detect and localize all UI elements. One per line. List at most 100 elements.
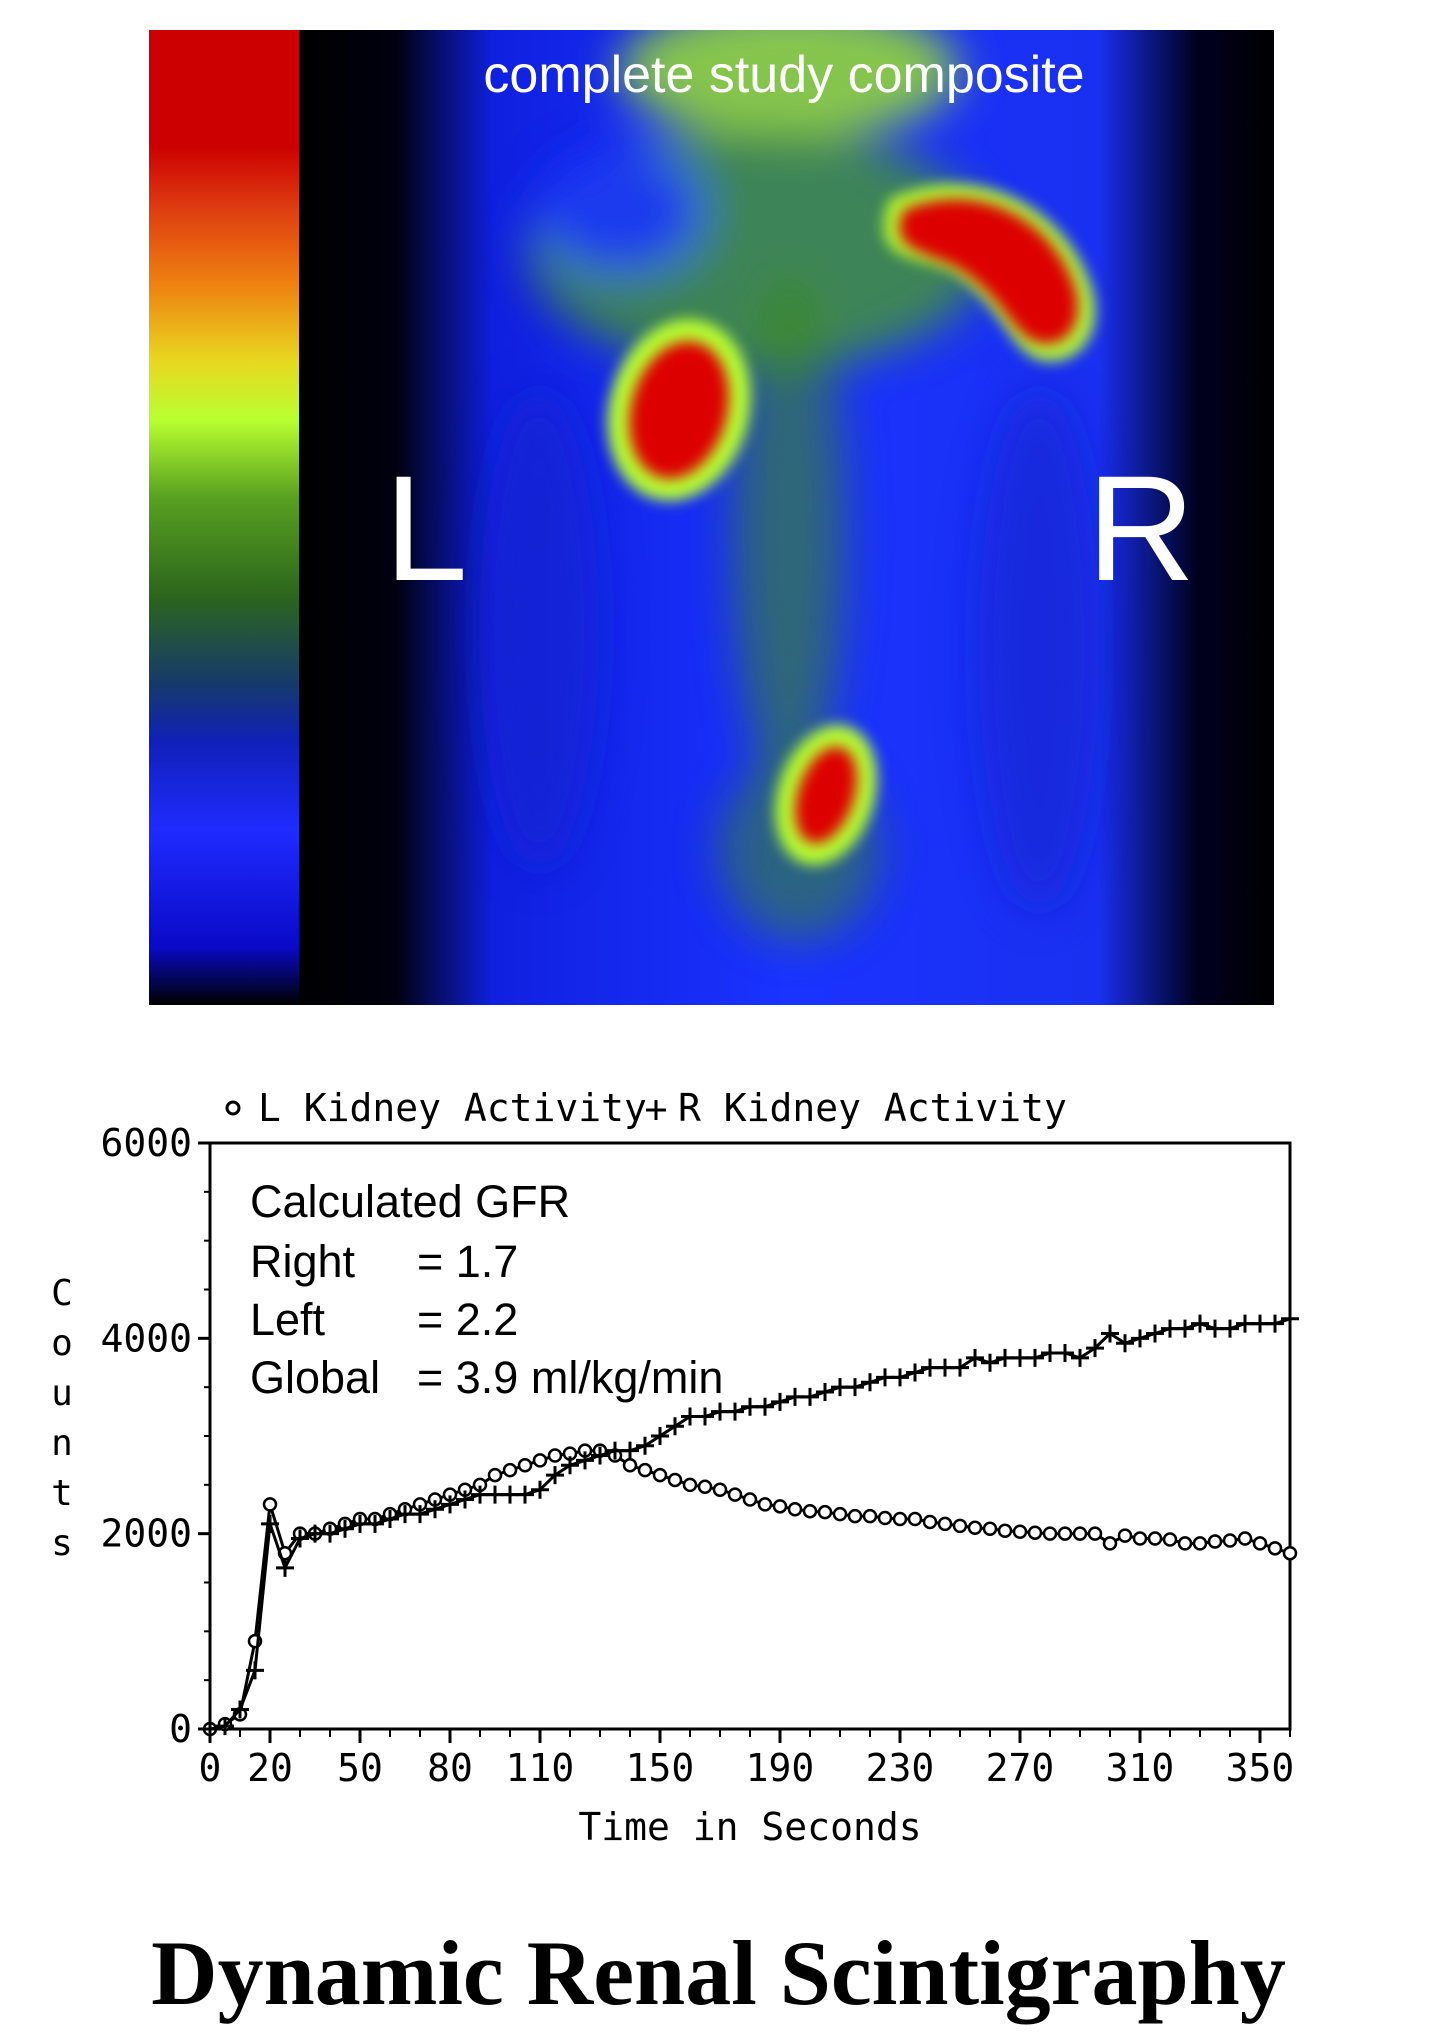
plot-area-frame [208,1141,1292,1731]
data-point-plus [756,1397,774,1416]
data-point-circle [817,1504,833,1520]
data-point-plus [891,1368,909,1387]
data-point-plus [561,1456,579,1475]
data-point-circle [1102,1536,1118,1551]
data-point-plus [816,1383,834,1402]
data-point-plus [906,1363,924,1382]
data-point-circle [847,1508,863,1524]
data-point-circle [1222,1533,1238,1548]
gfr-global-value: = 3.9 ml/kg/min [417,1352,723,1403]
renogram-chart: L Kidney Activity R Kidney Activity 0 20 0… [51,1086,1299,1849]
data-point-circle [532,1453,548,1468]
data-point-circle [772,1499,788,1514]
legend-label-l-kidney: L Kidney Activity [258,1086,647,1130]
data-point-plus [441,1495,459,1514]
data-point-circle [1237,1531,1253,1546]
data-point-circle [517,1458,533,1473]
data-point-circle [1147,1531,1163,1546]
data-point-circle [892,1511,908,1527]
data-point-plus [591,1446,609,1465]
x-tick-label: 0 [199,1746,222,1790]
data-point-circle [1252,1536,1268,1551]
data-point-circle [547,1448,563,1463]
legend-label-r-kidney: R Kidney Activity [678,1086,1067,1130]
data-point-plus [1221,1319,1239,1338]
data-point-plus [291,1529,309,1548]
data-point-plus [201,1720,219,1738]
gfr-left-value: = 2.2 [417,1294,518,1345]
data-point-plus [696,1407,714,1426]
data-point-plus [1026,1348,1044,1367]
data-point-plus [861,1373,879,1392]
data-point-plus [726,1402,744,1421]
data-point-circle [832,1506,848,1522]
data-point-circle [1117,1528,1133,1543]
data-point-circle [922,1514,938,1530]
y-axis-label-char: t [51,1473,73,1514]
data-point-plus [1281,1309,1299,1328]
data-point-plus [1266,1314,1284,1333]
data-point-circle [907,1511,923,1527]
data-point-plus [366,1514,384,1533]
data-point-plus [666,1417,684,1436]
data-point-circle [802,1503,818,1519]
y-axis-label-char: o [51,1323,73,1364]
data-point-plus [381,1510,399,1529]
data-point-plus [516,1485,534,1504]
data-point-circle [1192,1536,1208,1551]
data-point-circle [1282,1545,1298,1561]
data-point-plus [651,1427,669,1445]
data-point-plus [276,1558,294,1577]
data-point-plus [546,1466,564,1485]
chart-legend: L Kidney Activity R Kidney Activity [225,1086,1067,1130]
data-point-plus [981,1353,999,1372]
x-tick-label: 310 [1106,1746,1175,1790]
data-point-circle [997,1523,1013,1538]
data-point-plus [336,1519,354,1538]
gfr-right-value: = 1.7 [417,1236,518,1287]
data-point-plus [216,1717,234,1736]
data-point-circle [727,1487,743,1502]
data-point-circle [1207,1534,1223,1549]
y-tick-label: 0 [169,1707,192,1751]
data-point-circle [502,1462,518,1478]
gfr-annotation: Calculated GFR Right = 1.7 Left = 2.2 Gl… [250,1176,723,1403]
data-point-plus [966,1348,984,1367]
data-point-circle [1267,1541,1283,1556]
kidney-cores [629,199,1078,844]
data-point-circle [622,1458,638,1473]
data-point-plus [1116,1334,1134,1353]
series-l-kidney [202,1443,1298,1737]
y-axis-label-char: n [51,1423,73,1464]
data-point-plus [621,1441,639,1460]
data-point-circle [1057,1526,1073,1541]
data-point-circle [862,1508,878,1524]
y-axis-label-char: C [51,1273,73,1314]
data-point-plus [1146,1324,1164,1343]
data-point-circle [1012,1524,1028,1539]
gfr-heading: Calculated GFR [250,1176,570,1227]
data-point-plus [951,1358,969,1377]
data-point-circle [757,1497,773,1512]
x-tick-label: 20 [247,1746,293,1790]
data-point-plus [636,1436,654,1455]
data-point-plus [411,1505,429,1524]
data-point-circle [937,1516,953,1532]
y-tick-label: 4000 [100,1316,192,1360]
data-point-circle [1027,1525,1043,1540]
page-title: Dynamic Renal Scintigraphy [151,1922,1286,2024]
data-point-circle [952,1518,968,1534]
x-tick-label: 80 [427,1746,473,1790]
gfr-global-label: Global [250,1352,380,1403]
data-series [201,1309,1299,1738]
data-point-circle [1072,1526,1088,1541]
x-axis: 0 20 50 80 110 150 190 230 270 310 350 [199,1729,1295,1790]
data-point-circle [712,1482,728,1497]
data-point-circle [637,1462,653,1478]
data-point-plus [531,1480,549,1499]
x-tick-label: 190 [746,1746,815,1790]
data-point-plus [801,1387,819,1406]
data-point-circle [967,1520,983,1536]
x-tick-label: 350 [1226,1746,1295,1790]
